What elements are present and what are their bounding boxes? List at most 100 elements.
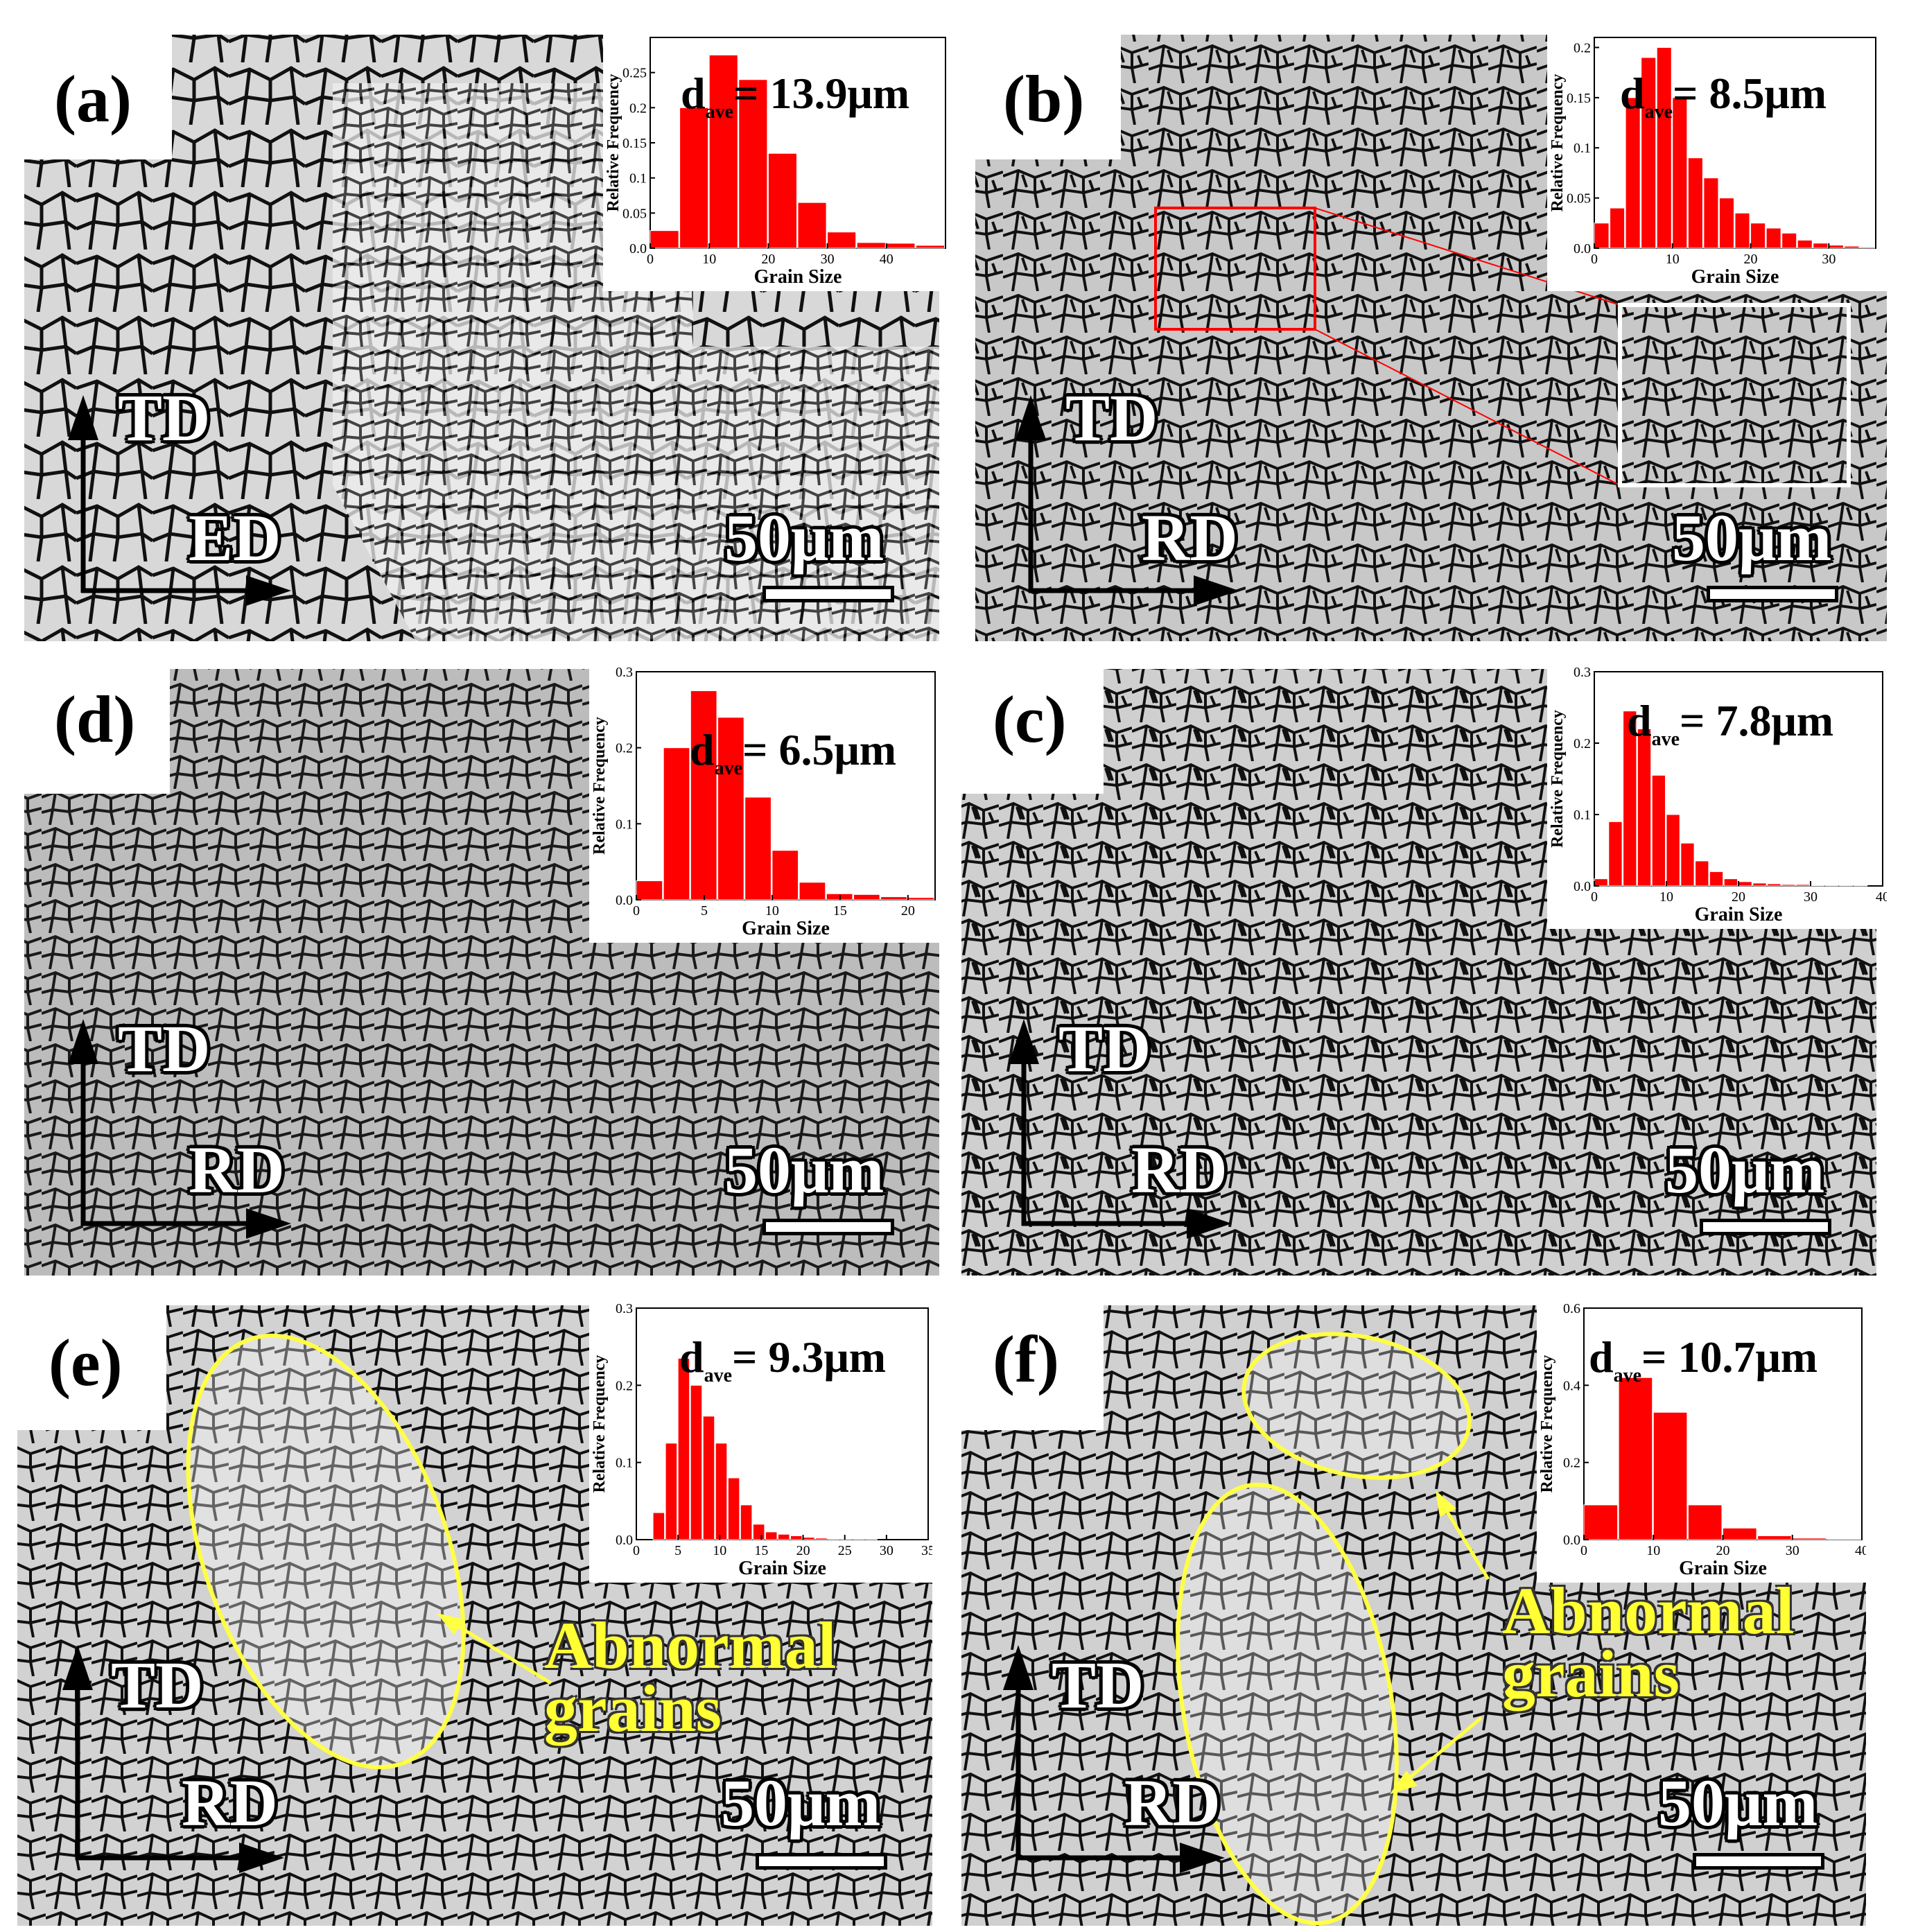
y-axis-label: Relative Frequency: [591, 717, 609, 855]
dave-label: dave= 9.3μm: [679, 1332, 886, 1387]
y-tick-label: 0.1: [629, 171, 647, 186]
y-tick-label: 0.0: [629, 241, 647, 256]
y-tick-label: 0.3: [616, 1301, 633, 1316]
histogram-plot: 0 10 20 30 40 0.0 0.2 0.4 0.6 Grain Size Relative …: [1538, 1301, 1869, 1579]
abnormal-grains-annotation: Abnormal grains: [1502, 1577, 1794, 1712]
y-tick-label: 0.15: [622, 136, 647, 151]
dave-sub: ave: [1651, 728, 1680, 750]
histogram-bar: [679, 107, 709, 249]
y-axis-label: Relative Frequency: [604, 74, 622, 212]
scale-label: 50μm: [721, 1766, 881, 1840]
histogram-inset-b: 0 10 20 30 0.0 0.05 0.1 0.15 0.2 Grain Size Relati…: [1547, 28, 1880, 291]
histogram-bar: [765, 1531, 778, 1540]
x-tick-label: 30: [821, 252, 835, 267]
histogram-bar: [1752, 882, 1767, 887]
x-tick-label: 0: [633, 1543, 640, 1558]
x-tick-label: 20: [1716, 1543, 1730, 1558]
axis-label-vertical: TD: [118, 381, 211, 455]
y-tick-label: 0.0: [1574, 879, 1591, 894]
panel-d: (d) 0 5 10 15 20 0.0 0.1 0.2 0.3 Grain Size Relati…: [0, 645, 955, 1288]
histogram-plot: 0 5 10 15 20 25 30 35 0.0 0.1 0.2 0.3 Grain Size Rela…: [591, 1301, 935, 1579]
dave-label: dave= 10.7μm: [1589, 1332, 1818, 1387]
histogram-bar: [650, 230, 679, 249]
histogram-plot: 0 10 20 30 0.0 0.05 0.1 0.15 0.2 Grain Size Relati…: [1549, 37, 1876, 288]
histogram-bar: [1625, 97, 1641, 249]
axes-arrows: [62, 1645, 284, 1873]
axis-label-vertical: TD: [111, 1648, 204, 1722]
dave-eq: =: [1641, 1332, 1678, 1382]
scale-label: 50μm: [1658, 1766, 1818, 1840]
y-tick-label: 0.6: [1563, 1301, 1580, 1316]
annotation-line-2: grains: [544, 1671, 722, 1746]
histogram-bar: [767, 153, 797, 249]
x-tick-label: 15: [833, 903, 847, 919]
histogram-bar: [1813, 243, 1829, 249]
histogram-bar: [1703, 177, 1719, 249]
histogram-bar: [1608, 821, 1623, 887]
x-tick-label: 35: [921, 1543, 932, 1558]
histogram-bar: [853, 1538, 865, 1540]
panel-label: (d): [54, 682, 136, 756]
y-tick-label: 0.15: [1567, 91, 1591, 106]
histogram-bar: [1623, 711, 1637, 887]
annotation-line-2: grains: [1502, 1637, 1680, 1712]
y-tick-label: 0.2: [1574, 40, 1591, 55]
y-tick-label: 0.05: [1567, 191, 1591, 207]
histogram-bar: [1853, 885, 1868, 887]
histogram-bar: [665, 1443, 678, 1540]
x-tick-label: 40: [1855, 1543, 1866, 1558]
x-tick-label: 25: [838, 1543, 852, 1558]
x-axis-label: Grain Size: [1691, 266, 1779, 288]
histogram-plot: 0 10 20 30 40 0.0 0.1 0.2 0.3 Grain Size Relative …: [1549, 665, 1890, 925]
dave-sub: ave: [1613, 1364, 1642, 1386]
y-axis-label: Relative Frequency: [1538, 1355, 1556, 1493]
histogram-bar: [708, 54, 738, 249]
dave-value: 6.5μm: [778, 725, 897, 774]
histogram-bar: [727, 1477, 740, 1540]
panel-label: (c): [993, 682, 1067, 756]
y-tick-label: 0.0: [1574, 241, 1591, 256]
histogram-bar: [865, 1538, 878, 1540]
y-tick-label: 0.2: [1563, 1456, 1580, 1471]
x-tick-label: 30: [1804, 889, 1818, 905]
histogram-bar: [744, 797, 772, 900]
panel-label: (e): [49, 1325, 123, 1400]
x-tick-label: 5: [674, 1543, 681, 1558]
dave-d: d: [1589, 1332, 1614, 1382]
histogram-bar: [1680, 842, 1695, 887]
x-tick-label: 30: [880, 1543, 894, 1558]
x-tick-label: 20: [1744, 252, 1758, 267]
histogram-bar: [1610, 207, 1625, 249]
micrograph-f: [961, 1305, 1866, 1926]
y-tick-label: 0.4: [1563, 1378, 1580, 1393]
histogram-bar: [1723, 1527, 1757, 1540]
axis-label-horizontal: RD: [1124, 1766, 1221, 1840]
y-tick-label: 0.1: [1574, 141, 1591, 156]
histogram-bar: [797, 202, 827, 249]
x-tick-label: 5: [701, 903, 708, 919]
x-tick-label: 40: [880, 252, 894, 267]
histogram-bar: [1656, 46, 1672, 249]
x-tick-label: 10: [1646, 1543, 1660, 1558]
histogram-bar: [799, 882, 826, 900]
histogram-bar: [1637, 728, 1652, 887]
dave-eq: =: [1673, 69, 1709, 118]
y-tick-label: 0.2: [616, 741, 633, 756]
dave-eq: =: [1680, 696, 1716, 745]
histogram-bar: [1695, 860, 1709, 887]
y-tick-label: 0.1: [616, 1456, 633, 1471]
panel-label: (f): [993, 1322, 1059, 1396]
dave-eq: =: [742, 725, 779, 774]
abnormal-grains-annotation: Abnormal grains: [544, 1612, 836, 1746]
dave-value: 9.3μm: [768, 1332, 887, 1382]
histogram-inset-f: 0 10 20 30 40 0.0 0.2 0.4 0.6 Grain Size Relative …: [1537, 1298, 1869, 1583]
y-tick-label: 0.3: [616, 665, 633, 680]
axis-label-horizontal: RD: [182, 1766, 278, 1840]
histogram-bar: [677, 1357, 690, 1540]
histogram-bar: [1766, 227, 1781, 249]
histogram-bar: [1750, 223, 1766, 249]
y-tick-label: 0.1: [1574, 808, 1591, 823]
x-tick-label: 20: [1732, 889, 1745, 905]
dave-label: dave= 7.8μm: [1627, 695, 1833, 751]
histogram-bar: [1859, 247, 1876, 249]
